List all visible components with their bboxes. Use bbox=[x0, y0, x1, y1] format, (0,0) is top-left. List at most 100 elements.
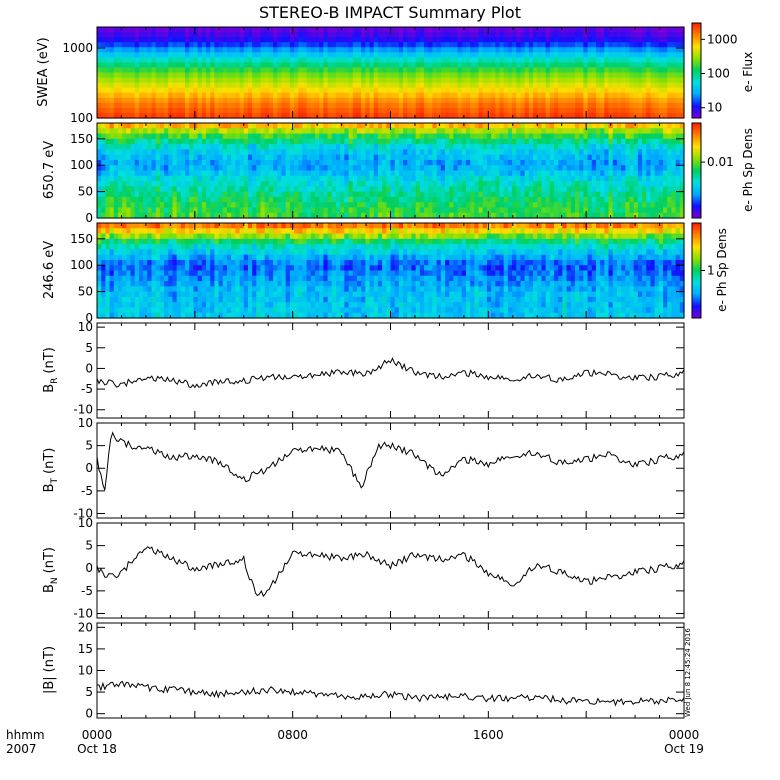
swea-cell bbox=[495, 107, 501, 114]
pad650-cell bbox=[256, 207, 262, 214]
swea-cell bbox=[554, 57, 559, 63]
swea-cell bbox=[247, 37, 253, 43]
pad650-cell bbox=[478, 123, 484, 129]
pad650-cell bbox=[541, 144, 547, 150]
pad650-cell bbox=[537, 181, 543, 187]
pad650-cell bbox=[415, 212, 421, 219]
swea-cell bbox=[679, 72, 685, 79]
swea-cell bbox=[147, 47, 153, 53]
swea-cell bbox=[126, 37, 132, 43]
pad650-cell bbox=[591, 138, 597, 145]
swea-cell bbox=[432, 92, 438, 99]
swea-cell bbox=[574, 67, 580, 74]
swea-cell bbox=[545, 82, 551, 89]
pad650-cell bbox=[323, 207, 329, 214]
swea-cell bbox=[294, 42, 299, 48]
pad650-cell bbox=[537, 128, 543, 135]
pad650-cell bbox=[386, 186, 392, 193]
pad650-cell bbox=[109, 186, 115, 193]
swea-cell bbox=[566, 52, 572, 58]
swea-cell bbox=[352, 112, 358, 119]
pad650-cell bbox=[147, 138, 153, 145]
pad650-cell bbox=[457, 159, 463, 166]
pad650-cell bbox=[440, 207, 446, 214]
pad650-cell bbox=[507, 191, 513, 198]
swea-cell bbox=[289, 82, 295, 89]
swea-cell bbox=[474, 52, 480, 58]
pad650-cell bbox=[247, 175, 253, 182]
swea-cell bbox=[113, 27, 119, 33]
swea-cell bbox=[356, 82, 362, 89]
pad650-cell bbox=[512, 123, 517, 129]
pad650-cell bbox=[394, 181, 400, 187]
pad650-cell bbox=[252, 149, 257, 156]
pad650-cell bbox=[478, 165, 484, 172]
swea-cell bbox=[260, 52, 266, 58]
pad650-cell bbox=[407, 123, 413, 129]
pad650-cell bbox=[298, 212, 304, 219]
pad650-cell bbox=[172, 133, 178, 140]
swea-cell bbox=[675, 57, 681, 63]
swea-cell bbox=[671, 87, 677, 94]
pad650-cell bbox=[193, 191, 199, 198]
pad650-cell bbox=[197, 128, 203, 135]
pad650-cell bbox=[436, 128, 442, 135]
swea-cell bbox=[243, 52, 249, 58]
pad650-cell bbox=[562, 128, 568, 135]
swea-cell bbox=[419, 112, 425, 119]
swea-cell bbox=[306, 27, 312, 33]
pad650-cell bbox=[558, 123, 563, 129]
swea-cell bbox=[608, 102, 614, 109]
swea-cell bbox=[130, 67, 136, 74]
swea-cell bbox=[574, 37, 580, 43]
pad650-cell bbox=[633, 170, 639, 177]
pad650-cell bbox=[415, 196, 421, 203]
pad650-cell bbox=[164, 186, 169, 193]
pad650-cell bbox=[285, 159, 291, 166]
swea-cell bbox=[491, 32, 496, 38]
swea-cell bbox=[562, 87, 568, 94]
pad650-cell bbox=[164, 170, 169, 177]
pad650-cell bbox=[566, 170, 572, 177]
pad650-cell bbox=[176, 165, 182, 172]
swea-cell bbox=[398, 52, 404, 58]
pad650-cell bbox=[218, 186, 224, 193]
swea-cell bbox=[457, 107, 463, 114]
pad650-cell bbox=[193, 123, 199, 129]
pad650-cell bbox=[612, 202, 618, 209]
swea-cell bbox=[151, 32, 157, 38]
pad650-cell bbox=[289, 175, 295, 182]
pad650-cell bbox=[633, 191, 639, 198]
pad650-cell bbox=[419, 154, 425, 161]
pad650-cell bbox=[386, 175, 392, 182]
swea-cell bbox=[516, 102, 522, 109]
pad650-cell bbox=[587, 196, 593, 203]
pad650-cell bbox=[415, 154, 421, 161]
pad650-cell bbox=[109, 123, 115, 129]
swea-cell bbox=[302, 107, 308, 114]
pad650-cell bbox=[507, 186, 513, 193]
pad650-cell bbox=[407, 133, 413, 140]
swea-cell bbox=[608, 87, 614, 94]
pad650-cell bbox=[155, 133, 161, 140]
pad650-cell bbox=[235, 138, 241, 145]
swea-cell bbox=[499, 102, 505, 109]
pad650-cell bbox=[356, 133, 362, 140]
pad650-cell bbox=[130, 212, 136, 219]
swea-cell bbox=[218, 67, 224, 74]
pad650-cell bbox=[583, 186, 589, 193]
swea-cell bbox=[365, 97, 371, 104]
swea-cell bbox=[197, 52, 203, 58]
pad650-cell bbox=[625, 128, 631, 135]
swea-cell bbox=[130, 102, 136, 109]
pad650-cell bbox=[151, 196, 157, 203]
pad650-cell bbox=[625, 175, 631, 182]
pad650-cell bbox=[260, 196, 266, 203]
pad650-cell bbox=[453, 159, 459, 166]
pad650-cell bbox=[361, 212, 366, 219]
pad650-cell bbox=[193, 159, 199, 166]
pad650-cell bbox=[147, 144, 153, 150]
pad650-cell bbox=[352, 144, 358, 150]
pad650-cell bbox=[365, 128, 371, 135]
swea-cell bbox=[411, 112, 417, 119]
